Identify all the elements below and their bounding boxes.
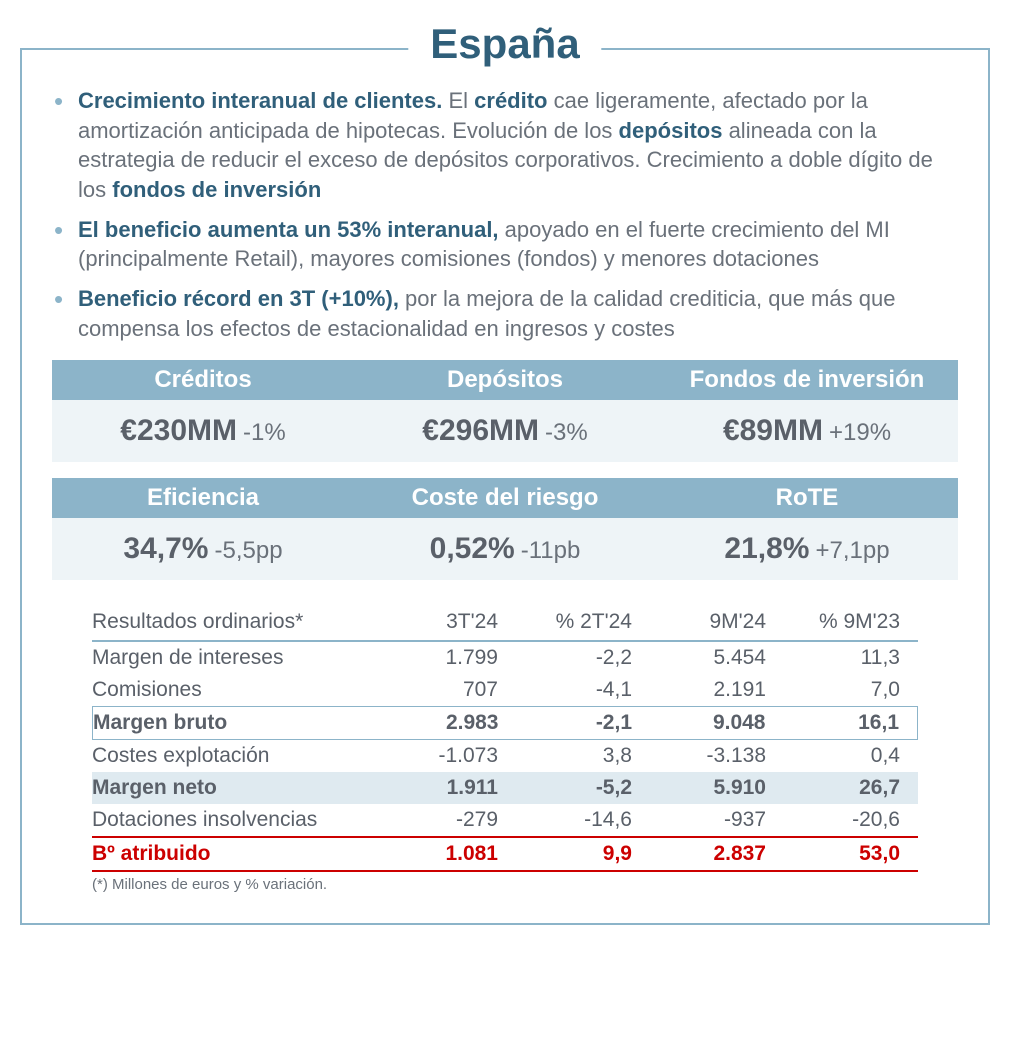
report-frame: España Crecimiento interanual de cliente… — [20, 48, 990, 925]
results-cell: 9,9 — [516, 842, 650, 866]
kpi-value: 21,8% +7,1pp — [656, 518, 958, 580]
kpi-header: Eficiencia — [52, 478, 354, 518]
kpi-value: €89MM+19% — [656, 400, 958, 462]
kpi-bottom-values: 34,7% -5,5pp 0,52%-11pb 21,8% +7,1pp — [52, 518, 958, 580]
results-col-header: 9M'24 — [650, 610, 784, 634]
results-footnote: (*) Millones de euros y % variación. — [92, 876, 958, 893]
results-row: Comisiones707-4,12.1917,0 — [92, 674, 918, 706]
results-cell: 5.910 — [650, 776, 784, 800]
kpi-value-delta: +7,1pp — [816, 537, 890, 564]
results-cell: -20,6 — [784, 808, 918, 832]
kpi-value: 34,7% -5,5pp — [52, 518, 354, 580]
results-cell: 2.837 — [650, 842, 784, 866]
results-cell: -3.138 — [650, 744, 784, 768]
results-cell: 1.081 — [382, 842, 516, 866]
results-col-header: % 9M'23 — [784, 610, 918, 634]
results-col-header: Resultados ordinarios* — [92, 610, 382, 634]
kpi-top-values: €230MM-1%€296MM-3%€89MM+19% — [52, 400, 958, 462]
results-row: Costes explotación-1.0733,8-3.1380,4 — [92, 740, 918, 772]
results-cell: -5,2 — [516, 776, 650, 800]
results-cell: 9.048 — [650, 711, 784, 735]
results-row-label: Comisiones — [92, 678, 382, 702]
results-table: Resultados ordinarios*3T'24% 2T'249M'24%… — [92, 606, 918, 872]
results-col-header: 3T'24 — [382, 610, 516, 634]
results-cell: 3,8 — [516, 744, 650, 768]
bullet-text: crédito — [474, 88, 547, 113]
results-cell: -2,1 — [517, 711, 651, 735]
results-row: Dotaciones insolvencias-279-14,6-937-20,… — [92, 804, 918, 836]
page-title: España — [408, 20, 601, 68]
kpi-value-big: 0,52% — [430, 532, 515, 565]
kpi-value-delta: -3% — [545, 419, 588, 446]
results-row-label: Margen neto — [92, 776, 382, 800]
kpi-header: Créditos — [52, 360, 354, 400]
results-cell: 53,0 — [784, 842, 918, 866]
kpi-value-big: €89MM — [723, 414, 823, 447]
results-header-row: Resultados ordinarios*3T'24% 2T'249M'24%… — [92, 606, 918, 642]
bullet-item: Crecimiento interanual de clientes. El c… — [78, 86, 958, 205]
results-cell: -4,1 — [516, 678, 650, 702]
bullet-lead: El beneficio aumenta un 53% interanual, — [78, 217, 499, 242]
results-row-label: Costes explotación — [92, 744, 382, 768]
results-cell: -14,6 — [516, 808, 650, 832]
bullet-item: El beneficio aumenta un 53% interanual, … — [78, 215, 958, 274]
bullet-lead: Beneficio récord en 3T (+10%), — [78, 286, 399, 311]
results-cell: 1.911 — [382, 776, 516, 800]
results-row-label: Margen bruto — [93, 711, 383, 735]
kpi-value: €230MM-1% — [52, 400, 354, 462]
bullet-list: Crecimiento interanual de clientes. El c… — [52, 86, 958, 344]
kpi-header: Fondos de inversión — [656, 360, 958, 400]
kpi-header: Coste del riesgo — [354, 478, 656, 518]
results-row-label: Dotaciones insolvencias — [92, 808, 382, 832]
results-cell: 7,0 — [784, 678, 918, 702]
kpi-value: 0,52%-11pb — [354, 518, 656, 580]
bullet-item: Beneficio récord en 3T (+10%), por la me… — [78, 284, 958, 343]
kpi-value: €296MM-3% — [354, 400, 656, 462]
results-cell: 26,7 — [784, 776, 918, 800]
results-col-header: % 2T'24 — [516, 610, 650, 634]
results-cell: 5.454 — [650, 646, 784, 670]
results-row: Margen neto1.911-5,25.91026,7 — [92, 772, 918, 804]
bullet-text: El — [442, 88, 474, 113]
results-cell: -2,2 — [516, 646, 650, 670]
kpi-header: Depósitos — [354, 360, 656, 400]
results-cell: 2.983 — [383, 711, 517, 735]
results-cell: -937 — [650, 808, 784, 832]
kpi-bottom-headers: EficienciaCoste del riesgoRoTE — [52, 478, 958, 518]
results-cell: 1.799 — [382, 646, 516, 670]
results-cell: -1.073 — [382, 744, 516, 768]
results-cell: 707 — [382, 678, 516, 702]
bullet-text: fondos de inversión — [112, 177, 321, 202]
results-row: Margen de intereses1.799-2,25.45411,3 — [92, 642, 918, 674]
kpi-top-headers: CréditosDepósitosFondos de inversión — [52, 360, 958, 400]
results-cell: 2.191 — [650, 678, 784, 702]
results-row: Margen bruto2.983-2,19.04816,1 — [92, 706, 918, 740]
kpi-header: RoTE — [656, 478, 958, 518]
kpi-value-big: 34,7% — [123, 532, 208, 565]
kpi-value-delta: +19% — [829, 419, 891, 446]
bullet-lead: Crecimiento interanual de clientes. — [78, 88, 442, 113]
results-cell: 16,1 — [784, 711, 918, 735]
kpi-value-delta: -1% — [243, 419, 286, 446]
results-row-label: Margen de intereses — [92, 646, 382, 670]
results-cell: 0,4 — [784, 744, 918, 768]
results-body: Margen de intereses1.799-2,25.45411,3Com… — [92, 642, 918, 872]
kpi-value-delta: -5,5pp — [215, 537, 283, 564]
kpi-value-delta: -11pb — [521, 537, 581, 564]
kpi-value-big: €230MM — [120, 414, 237, 447]
bullet-text: depósitos — [619, 118, 723, 143]
results-cell: -279 — [382, 808, 516, 832]
kpi-value-big: €296MM — [422, 414, 539, 447]
kpi-value-big: 21,8% — [724, 532, 809, 565]
results-row: Bº atribuido1.0819,92.83753,0 — [92, 836, 918, 872]
results-cell: 11,3 — [784, 646, 918, 670]
results-row-label: Bº atribuido — [92, 842, 382, 866]
